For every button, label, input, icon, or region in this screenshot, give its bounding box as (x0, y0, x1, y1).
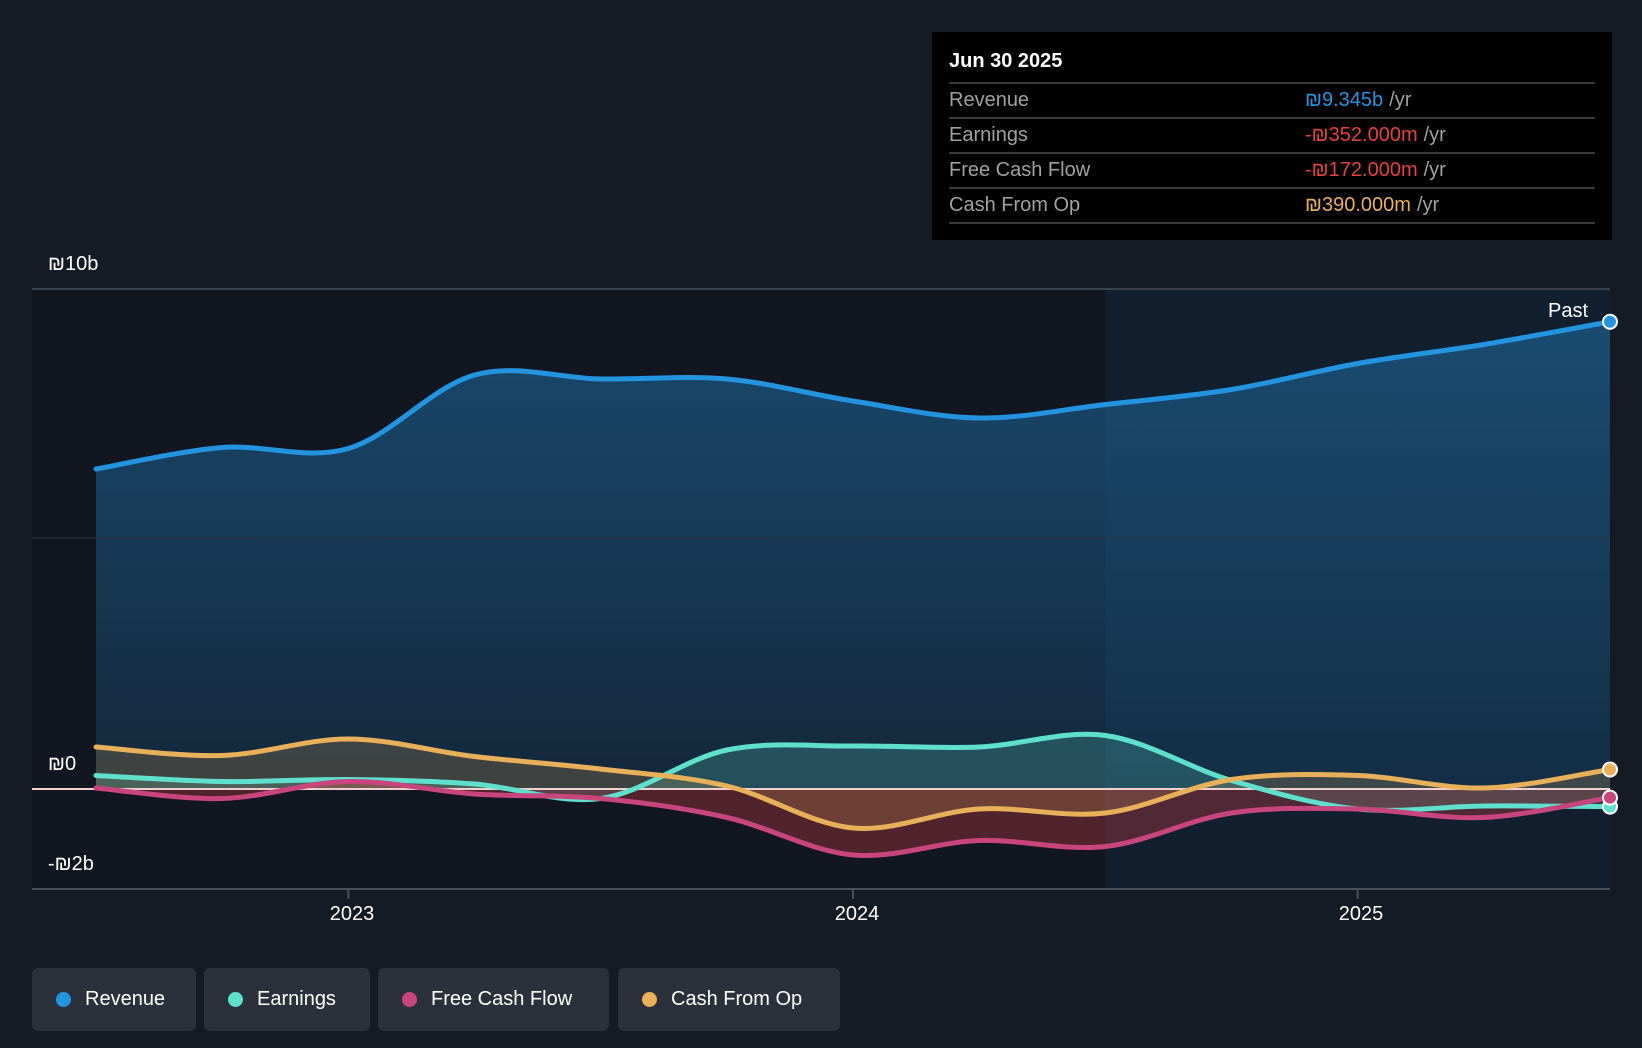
revenue-line (93, 319, 1613, 472)
tooltip-label: Earnings (949, 124, 1028, 146)
legend-label: Free Cash Flow (431, 988, 573, 1010)
legend-label: Earnings (257, 988, 336, 1010)
legend-label: Revenue (85, 988, 166, 1010)
tooltip-row-revenue: Revenue ₪9.345b/yr (949, 82, 1595, 118)
tooltip: Jun 30 2025 Revenue ₪9.345b/yr Earnings … (932, 32, 1612, 240)
cash-from-op-line (93, 736, 1613, 831)
legend-free-cash-flow[interactable]: Free Cash Flow (378, 968, 609, 1031)
tooltip-divider (949, 222, 1595, 224)
tooltip-label: Revenue (949, 89, 1030, 111)
tooltip-label: Cash From Op (949, 194, 1081, 216)
tooltip-unit: /yr (1423, 124, 1446, 146)
tooltip-value-wrap: ₪9.345b/yr (1305, 84, 1411, 116)
tooltip-value-wrap: -₪172.000m/yr (1305, 154, 1446, 186)
past-label: Past (1548, 300, 1589, 322)
tooltip-value-wrap: -₪352.000m/yr (1305, 119, 1446, 151)
tooltip-row-cfo: Cash From Op ₪390.000m/yr (949, 187, 1595, 223)
earnings-area (96, 734, 1610, 811)
x-tick-label: 2024 (834, 903, 880, 925)
y-tick-label: ₪0 (48, 753, 77, 775)
earnings-dot-icon (228, 992, 243, 1007)
tooltip-unit: /yr (1389, 89, 1412, 111)
cfo-dot-icon (642, 992, 657, 1007)
free-cash-flow-line (93, 778, 1613, 859)
legend-earnings[interactable]: Earnings (204, 968, 370, 1031)
free-cash-flow-endpoint (1602, 789, 1618, 806)
x-tick-label: 2025 (1338, 903, 1384, 925)
x-tick-label: 2023 (329, 903, 375, 925)
y-tick-label: ₪10b (48, 253, 99, 275)
tooltip-date: Jun 30 2025 (949, 50, 1063, 72)
legend-label: Cash From Op (671, 988, 803, 1010)
y-tick-label: -₪2b (48, 853, 94, 875)
fcf-dot-icon (402, 992, 417, 1007)
legend-revenue[interactable]: Revenue (32, 968, 196, 1031)
tooltip-value: ₪390.000m (1305, 194, 1411, 216)
tooltip-row-earnings: Earnings -₪352.000m/yr (949, 117, 1595, 153)
legend-cash-from-op[interactable]: Cash From Op (618, 968, 840, 1031)
revenue-area (96, 321, 1610, 789)
tooltip-value-wrap: ₪390.000m/yr (1305, 189, 1439, 221)
tooltip-value: -₪172.000m (1305, 159, 1418, 181)
revenue-dot-icon (56, 992, 71, 1007)
cash-from-op-endpoint (1602, 761, 1618, 778)
tooltip-value: -₪352.000m (1305, 124, 1418, 146)
tooltip-row-fcf: Free Cash Flow -₪172.000m/yr (949, 152, 1595, 188)
free-cash-flow-area (96, 781, 1610, 856)
tooltip-unit: /yr (1423, 159, 1446, 181)
tooltip-label: Free Cash Flow (949, 159, 1091, 181)
tooltip-value: ₪9.345b (1305, 89, 1384, 111)
revenue-endpoint (1602, 313, 1618, 330)
tooltip-unit: /yr (1416, 194, 1440, 216)
cash-from-op-area (96, 738, 1610, 829)
